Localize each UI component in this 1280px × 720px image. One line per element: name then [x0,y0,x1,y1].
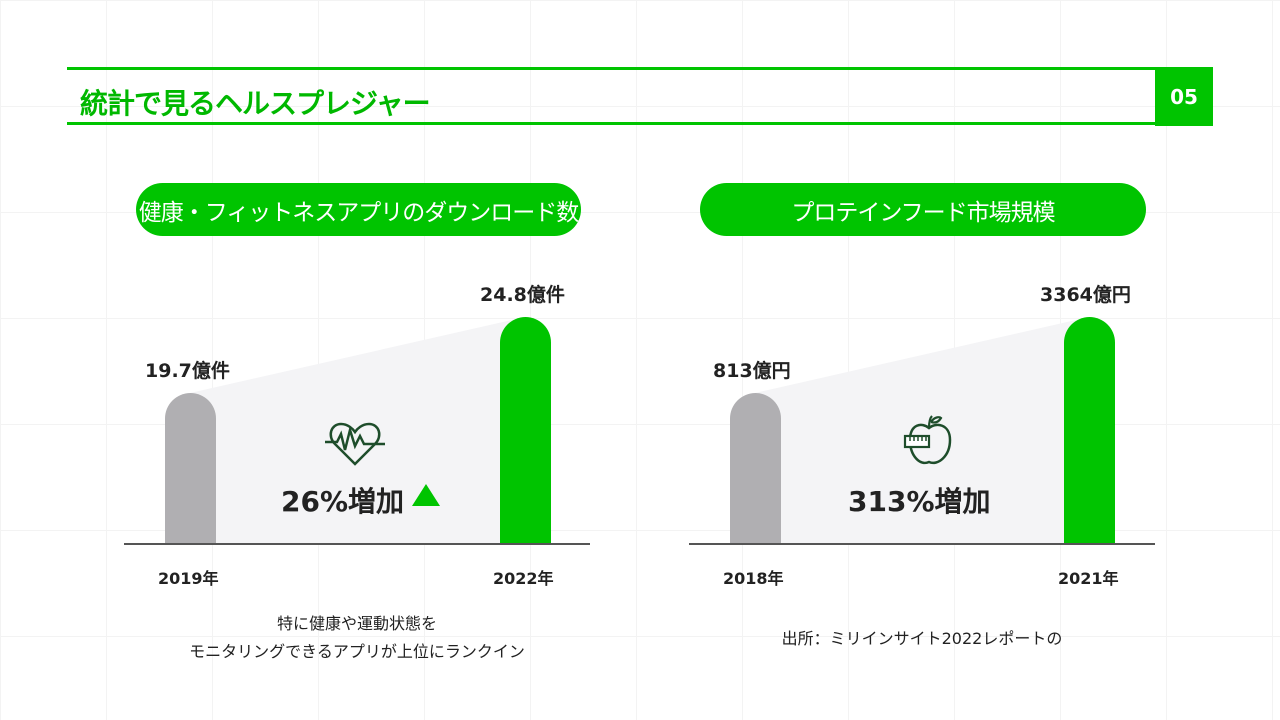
increase-label-left: 26%増加 [281,485,405,518]
apple-measure-icon [903,415,952,465]
year-2019: 2019年 [158,569,219,588]
page-number: 05 [1155,68,1213,126]
trend-area-right [755,317,1089,543]
note-left-line2: モニタリングできるアプリが上位にランクイン [189,642,525,661]
up-triangle-icon [412,484,440,506]
year-2018: 2018年 [723,569,784,588]
baseline-right [689,543,1155,545]
baseline-left [124,543,590,545]
note-left-line1: 特に健康や運動状態を [276,614,437,633]
page-title: 統計で見るヘルスプレジャー [80,87,431,120]
year-2021: 2021年 [1058,569,1119,588]
bar-2022 [500,317,551,544]
value-label-2022: 24.8億件 [480,284,565,306]
value-label-2018: 813億円 [713,360,791,382]
header-bottom-rule [67,122,1213,125]
header-top-rule [67,67,1213,70]
bar-2019 [165,393,216,544]
bar-2021 [1064,317,1115,544]
source-note: 出所：ミリインサイト2022レポートの [781,629,1063,648]
year-2022: 2022年 [493,569,554,588]
value-label-2019: 19.7億件 [145,360,230,382]
chart-title-downloads: 健康・フィットネスアプリのダウンロード数 [136,183,581,236]
note-left: 特に健康や運動状態を モニタリングできるアプリが上位にランクイン [124,610,590,666]
chart-title-protein: プロテインフード市場規模 [700,183,1146,236]
increase-label-right: 313%増加 [848,485,991,518]
heartbeat-icon [325,422,385,466]
bar-2018 [730,393,781,544]
value-label-2021: 3364億円 [1040,284,1131,306]
